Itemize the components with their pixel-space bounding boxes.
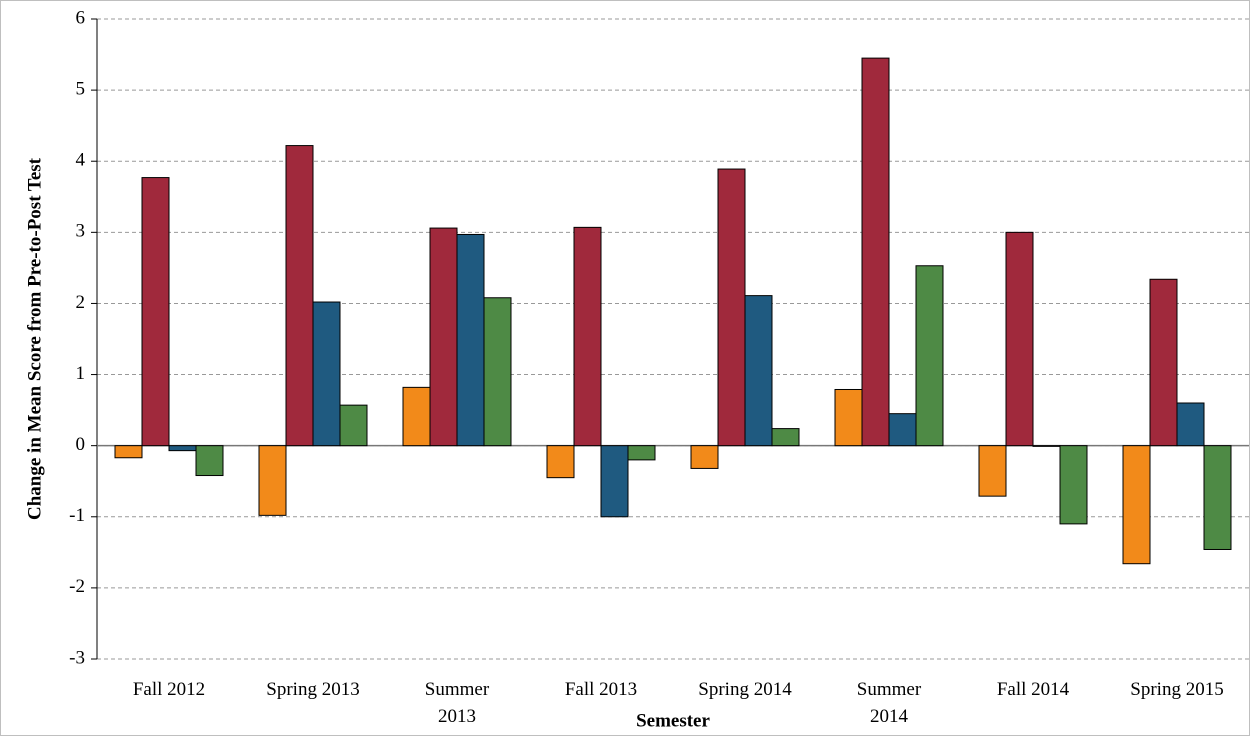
- bar: [771, 428, 800, 447]
- y-tick-label: 3: [76, 221, 86, 242]
- bar: [573, 226, 602, 447]
- bar: [312, 301, 341, 447]
- y-tick-label: 6: [76, 7, 86, 28]
- y-tick-label: 0: [76, 434, 86, 455]
- bar: [1149, 278, 1178, 447]
- x-axis-label: Semester: [636, 710, 710, 731]
- y-tick-label: -1: [69, 505, 85, 526]
- y-tick-label: 1: [76, 363, 86, 384]
- bar: [168, 445, 197, 452]
- bar: [258, 445, 287, 516]
- bar: [717, 168, 746, 447]
- bar: [483, 297, 512, 447]
- bar: [429, 227, 458, 447]
- y-tick-label: 4: [76, 150, 86, 171]
- bar: [915, 265, 944, 447]
- bar: [1122, 445, 1151, 565]
- bar: [195, 445, 224, 477]
- x-tick-label: Fall 2013: [564, 679, 638, 700]
- bar: [888, 413, 917, 447]
- x-tick-label: Fall 2014: [996, 679, 1070, 700]
- bar: [114, 445, 143, 459]
- bar: [1176, 402, 1205, 447]
- bar: [834, 388, 863, 447]
- x-tick-label: Summer 2013: [424, 679, 490, 727]
- x-tick-label: Summer 2014: [856, 679, 922, 727]
- bar: [600, 445, 629, 518]
- x-tick-label: Fall 2012: [132, 679, 206, 700]
- bar: [744, 295, 773, 447]
- y-tick-label: -3: [69, 647, 85, 668]
- bar: [978, 445, 1007, 497]
- bar: [861, 57, 890, 447]
- bar: [402, 386, 431, 447]
- bar: [1059, 445, 1088, 525]
- bar: [456, 233, 485, 447]
- x-tick-label: Spring 2014: [698, 679, 792, 700]
- bar: [141, 177, 170, 447]
- bar: [339, 404, 368, 447]
- bar: [1203, 445, 1232, 550]
- bar: [546, 445, 575, 479]
- bar: [1032, 445, 1061, 447]
- y-tick-label: -2: [69, 576, 85, 597]
- bar: [627, 445, 656, 461]
- x-tick-label: Spring 2015: [1130, 679, 1224, 700]
- y-tick-label: 2: [76, 292, 86, 313]
- bar: [1005, 231, 1034, 447]
- x-tick-label: Spring 2013: [266, 679, 360, 700]
- bar: [285, 145, 314, 447]
- bar: [690, 445, 719, 469]
- y-tick-label: 5: [76, 78, 86, 99]
- y-axis-label: Change in Mean Score from Pre-to-Post Te…: [24, 157, 45, 520]
